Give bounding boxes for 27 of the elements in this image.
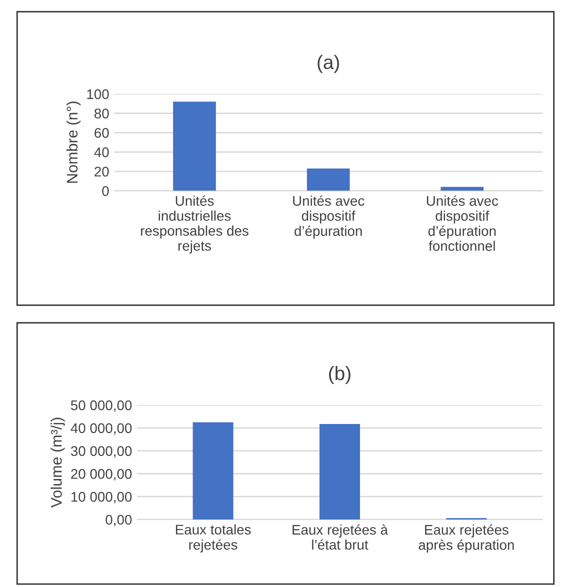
y-tick-label: 100	[87, 89, 109, 100]
bar	[306, 168, 350, 191]
y-axis-title: Nombre (n°)	[66, 102, 81, 183]
bar	[440, 186, 484, 191]
chart-title: (a)	[318, 54, 339, 73]
bar	[319, 424, 360, 520]
x-tick-label: Eaux rejetées après épuration	[418, 524, 514, 553]
y-tick-label: 40	[94, 147, 109, 158]
chart-title: (b)	[329, 366, 350, 384]
y-tick-label: 50 000,00	[70, 400, 132, 412]
bar	[173, 102, 216, 191]
bar	[192, 422, 234, 520]
y-tick-label: 0,00	[106, 514, 132, 526]
y-tick-label: 20	[94, 166, 109, 177]
y-tick-label: 80	[94, 108, 109, 118]
x-tick-label: Eaux rejetées à l’état brut	[292, 524, 388, 550]
x-tick-label: Unités avec dispositif d’épuration	[293, 195, 364, 239]
x-tick-label: Unités industrielles responsables des rejets	[140, 195, 248, 254]
y-axis-title: Volume (m³/j)	[50, 418, 65, 508]
y-tick-label: 0	[102, 186, 109, 196]
y-tick-label: 10 000,00	[71, 492, 132, 504]
x-tick-label: Eaux totales rejetées	[176, 524, 251, 552]
y-tick-label: 20 000,00	[71, 469, 132, 481]
y-tick-label: 30 000,00	[70, 446, 132, 458]
x-tick-label: Unités avec dispositif d’épuration fonctionnel	[426, 195, 498, 251]
y-tick-label: 60	[94, 128, 109, 138]
y-tick-label: 40 000,00	[70, 423, 132, 435]
